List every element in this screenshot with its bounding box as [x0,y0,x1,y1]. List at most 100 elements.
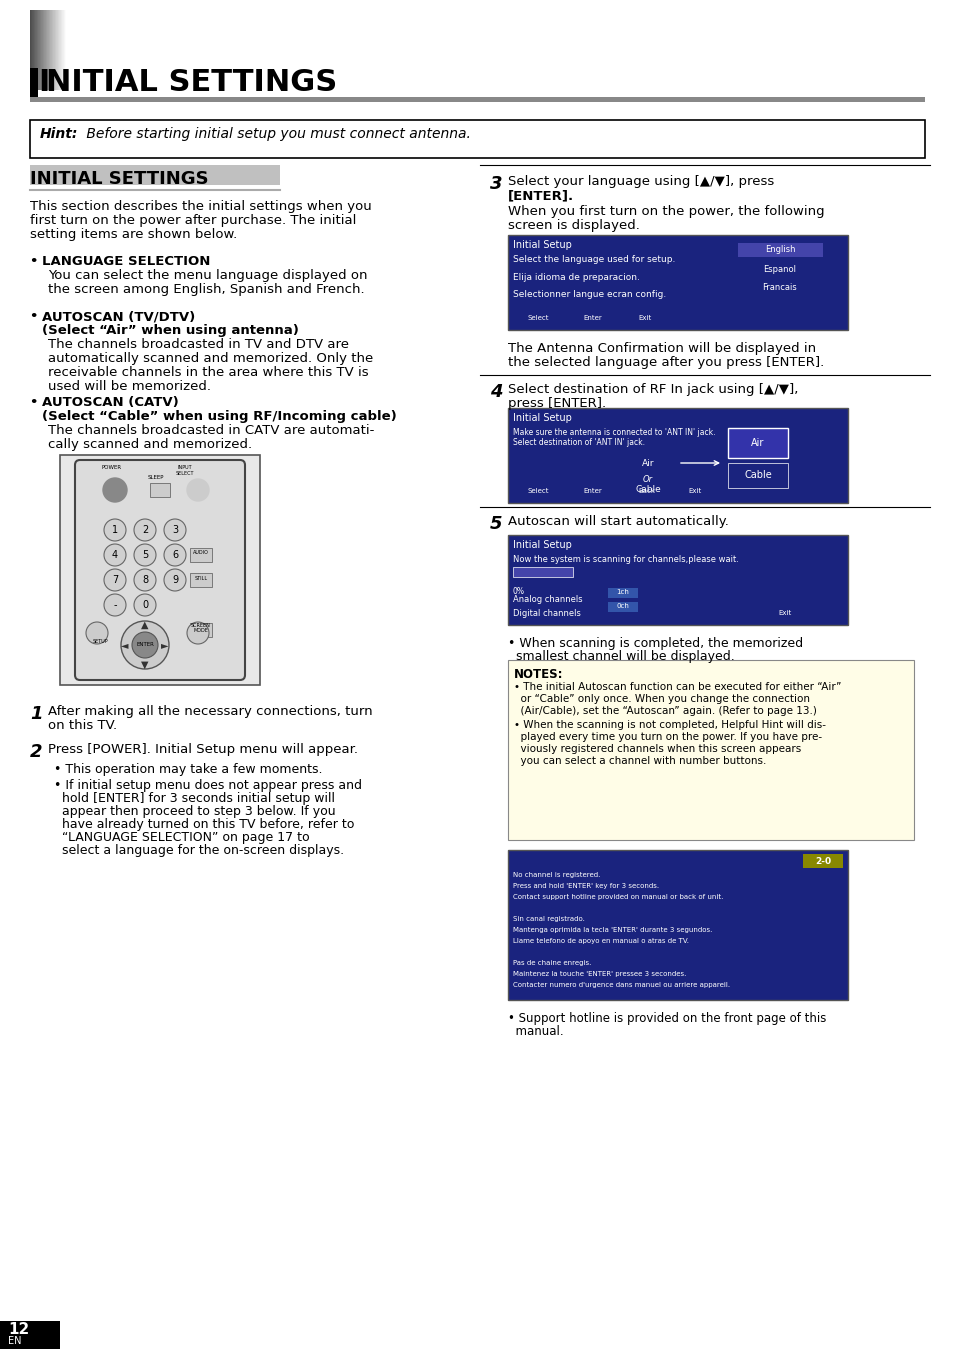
Text: English: English [764,246,795,255]
Text: •: • [30,255,43,268]
Circle shape [164,519,186,541]
Text: Select destination of 'ANT IN' jack.: Select destination of 'ANT IN' jack. [513,438,644,447]
Text: on this TV.: on this TV. [48,719,117,733]
Circle shape [104,569,126,591]
Text: Contacter numero d'urgence dans manuel ou arriere appareil.: Contacter numero d'urgence dans manuel o… [513,982,729,987]
Text: Exit: Exit [687,488,700,494]
Text: • When the scanning is not completed, Helpful Hint will dis-: • When the scanning is not completed, He… [514,720,825,730]
Circle shape [104,544,126,567]
Text: Select destination of RF In jack using [▲/▼],: Select destination of RF In jack using [… [507,383,798,397]
Text: manual.: manual. [507,1025,563,1037]
Text: This section describes the initial settings when you: This section describes the initial setti… [30,200,372,213]
Text: 3: 3 [490,175,502,193]
Text: 2: 2 [142,525,148,536]
Text: press [ENTER].: press [ENTER]. [507,397,605,410]
Text: 2-0: 2-0 [814,857,830,866]
Text: The Antenna Confirmation will be displayed in: The Antenna Confirmation will be display… [507,343,815,355]
Text: select a language for the on-screen displays.: select a language for the on-screen disp… [54,844,344,857]
Text: INPUT
SELECT: INPUT SELECT [175,465,194,476]
Bar [802,854,842,867]
FancyArrowPatch shape [680,461,718,465]
Bar [190,623,212,637]
Text: the selected language after you press [ENTER].: the selected language after you press [E… [507,356,823,370]
Circle shape [133,519,156,541]
Text: Make sure the antenna is connected to 'ANT IN' jack.: Make sure the antenna is connected to 'A… [513,428,715,437]
Text: Hint:: Hint: [40,127,78,142]
Text: Press [POWER]. Initial Setup menu will appear.: Press [POWER]. Initial Setup menu will a… [48,743,357,755]
Circle shape [164,569,186,591]
Text: ENTER: ENTER [136,642,153,648]
Text: have already turned on this TV before, refer to: have already turned on this TV before, r… [54,817,354,831]
Text: Pas de chaine enregis.: Pas de chaine enregis. [513,960,591,966]
Text: Air: Air [641,459,654,468]
Text: 1ch: 1ch [616,590,629,595]
Text: used will be memorized.: used will be memorized. [48,380,211,393]
Text: Mantenga oprimida la tecla 'ENTER' durante 3 segundos.: Mantenga oprimida la tecla 'ENTER' duran… [513,927,712,934]
Text: 4: 4 [490,383,502,401]
Circle shape [103,478,127,502]
Text: Contact support hotline provided on manual or back of unit.: Contact support hotline provided on manu… [513,894,722,900]
Bar [727,463,787,488]
Text: 0%: 0% [513,587,524,596]
Text: Select: Select [527,316,549,321]
Text: ►: ► [161,639,169,650]
Text: 9: 9 [172,575,178,585]
Bar [507,536,847,625]
Text: The channels broadcasted in CATV are automati-: The channels broadcasted in CATV are aut… [48,424,374,437]
Text: • Support hotline is provided on the front page of this: • Support hotline is provided on the fro… [507,1012,825,1025]
Text: 2: 2 [30,743,43,761]
Bar [0,1321,60,1349]
Text: 7: 7 [112,575,118,585]
Circle shape [104,519,126,541]
Text: “LANGUAGE SELECTION” on page 17 to: “LANGUAGE SELECTION” on page 17 to [54,831,310,844]
Text: No channel is registered.: No channel is registered. [513,871,599,878]
Text: appear then proceed to step 3 below. If you: appear then proceed to step 3 below. If … [54,805,335,817]
Text: EN: EN [8,1336,22,1346]
Text: smallest channel will be displayed.: smallest channel will be displayed. [507,650,734,662]
Text: hold [ENTER] for 3 seconds initial setup will: hold [ENTER] for 3 seconds initial setup… [54,792,335,805]
Text: After making all the necessary connections, turn: After making all the necessary connectio… [48,706,373,718]
Circle shape [187,622,209,643]
Text: played every time you turn on the power. If you have pre-: played every time you turn on the power.… [514,733,821,742]
Bar [190,548,212,563]
Bar [60,455,260,685]
Text: 6: 6 [172,550,178,560]
Bar [30,165,280,185]
Text: Francais: Francais [761,282,797,291]
Text: • The initial Autoscan function can be executed for either “Air”: • The initial Autoscan function can be e… [514,683,841,692]
Circle shape [121,621,169,669]
Text: NOTES:: NOTES: [514,668,563,681]
Text: 1: 1 [112,525,118,536]
Text: 4: 4 [112,550,118,560]
Text: STILL: STILL [194,576,208,580]
Text: Exit: Exit [778,610,790,616]
Text: screen is displayed.: screen is displayed. [507,219,639,232]
Text: AUDIO: AUDIO [193,550,209,556]
Text: the screen among English, Spanish and French.: the screen among English, Spanish and Fr… [48,283,364,295]
Bar [507,407,847,503]
Text: The channels broadcasted in TV and DTV are: The channels broadcasted in TV and DTV a… [48,339,349,351]
Text: POWER: POWER [102,465,122,469]
Bar [30,67,38,98]
Text: 5: 5 [490,515,502,533]
Text: viously registered channels when this screen appears: viously registered channels when this sc… [514,745,801,754]
Text: Selectionner langue ecran config.: Selectionner langue ecran config. [513,290,665,299]
Text: 0: 0 [142,600,148,610]
Circle shape [187,479,209,500]
Bar [30,120,924,158]
Circle shape [132,631,158,658]
Text: Initial Setup: Initial Setup [513,240,571,250]
Text: When you first turn on the power, the following: When you first turn on the power, the fo… [507,205,823,219]
Bar [513,567,573,577]
Circle shape [164,544,186,567]
Text: you can select a channel with number buttons.: you can select a channel with number but… [514,755,765,766]
Text: first turn on the power after purchase. The initial: first turn on the power after purchase. … [30,214,356,227]
Text: • When scanning is completed, the memorized: • When scanning is completed, the memori… [507,637,802,650]
Bar [30,97,924,103]
Text: Initial Setup: Initial Setup [513,413,571,424]
Text: Autoscan will start automatically.: Autoscan will start automatically. [507,515,728,527]
Bar [607,602,638,612]
Text: 8: 8 [142,575,148,585]
Text: (Select “Air” when using antenna): (Select “Air” when using antenna) [42,324,298,337]
Text: Or: Or [642,475,653,484]
